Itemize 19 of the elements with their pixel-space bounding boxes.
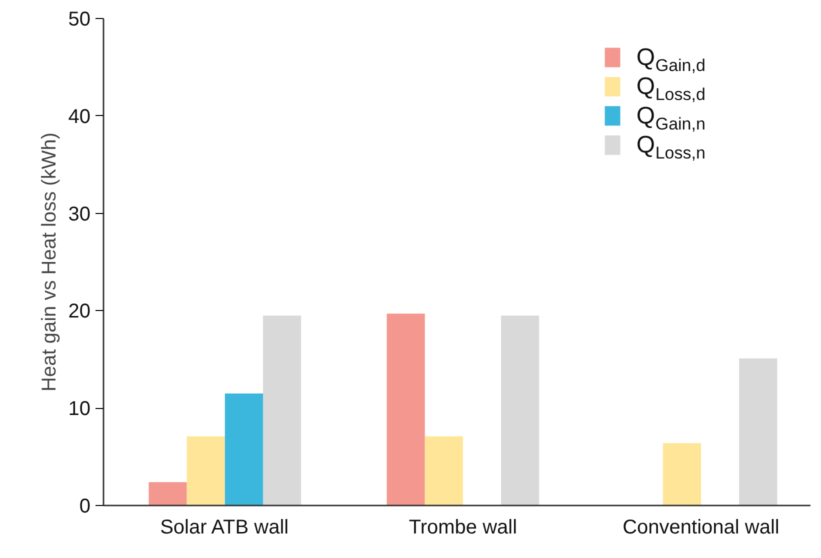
y-tick-label: 50 [68,8,91,30]
x-tick-label: Solar ATB wall [160,516,289,538]
bar [501,316,540,506]
bar [186,436,225,506]
bar [662,443,701,506]
bar [148,482,187,506]
bar [739,358,778,506]
y-tick-label: 10 [68,398,91,420]
y-tick-label: 40 [68,106,91,128]
y-tick-label: 20 [68,300,91,323]
bar [424,436,463,506]
y-tick-label: 30 [68,203,91,226]
y-axis-title: Heat gain vs Heat loss (kWh) [38,132,60,392]
x-tick-label: Trombe wall [408,516,518,538]
x-tick-label: Conventional wall [622,516,780,538]
y-tick-label: 0 [79,496,90,518]
bar [224,393,263,506]
bar [386,314,425,506]
bar [262,316,302,506]
